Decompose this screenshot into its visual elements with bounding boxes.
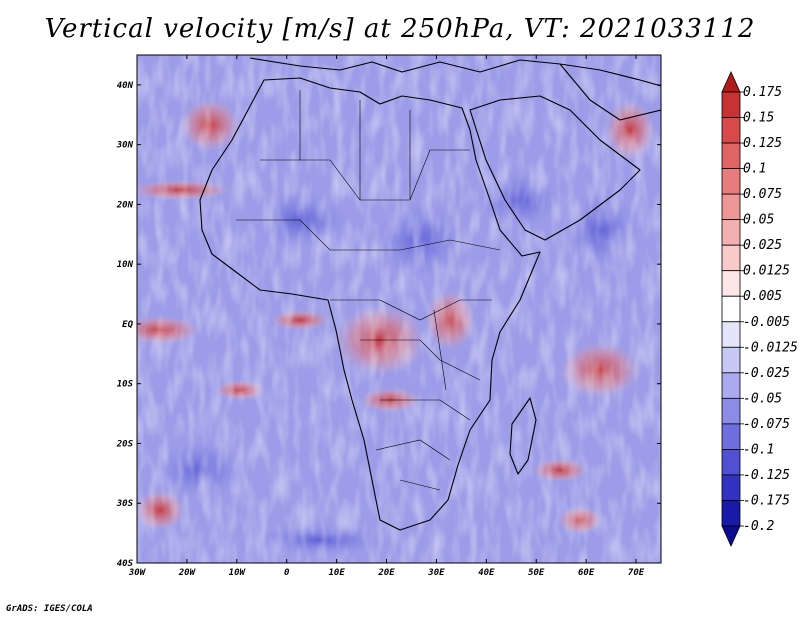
border-line (375, 439, 451, 491)
border-line (260, 149, 470, 201)
asia-coastline (559, 63, 661, 121)
colorbar-label: -0.075 (743, 417, 790, 432)
lat-label: 40S (117, 559, 134, 569)
colorbar-label: 0.025 (743, 238, 782, 253)
lat-label: EQ (122, 320, 133, 330)
colorbar-box (721, 295, 741, 323)
colorbar-box (721, 474, 741, 501)
colorbar-label: -0.2 (743, 519, 774, 534)
colorbar-max-arrow (721, 71, 741, 93)
lat-label: 30S (116, 499, 134, 509)
colorbar-box (721, 142, 741, 169)
map-title: Vertical velocity [m/s] at 250hPa, VT: 2… (44, 14, 756, 44)
colorbar-label: 0.175 (743, 85, 782, 100)
colorbar-label: 0.125 (743, 136, 782, 151)
colorbar-box (721, 500, 741, 527)
border-line (360, 339, 481, 421)
colorbar-label: -0.1 (743, 442, 774, 457)
coastlines (199, 57, 661, 531)
madagascar-coastline (509, 397, 537, 475)
colorbar-box (721, 397, 741, 425)
colorbar-label: -0.005 (743, 315, 790, 330)
map-field (137, 55, 661, 563)
colorbar-box (721, 117, 741, 144)
colorbar-label: -0.125 (743, 468, 790, 483)
colorbar-min-arrow (721, 525, 741, 547)
colorbar-box (721, 270, 741, 297)
europe-coastline (249, 57, 661, 87)
border-line (330, 299, 492, 321)
colorbar-label: 0.05 (743, 213, 774, 228)
border-line (236, 219, 501, 251)
country-borders (236, 90, 501, 491)
lon-label: 10E (328, 568, 345, 578)
colorbar-box (721, 423, 741, 450)
map-frame (136, 54, 662, 564)
lon-label: 50E (528, 568, 545, 578)
lon-label: 0 (284, 568, 290, 578)
colorbar-label: -0.05 (743, 391, 782, 406)
colorbar-box (721, 168, 741, 195)
colorbar-box (721, 193, 741, 221)
lat-label: 40N (117, 81, 134, 91)
lon-label: 70E (628, 568, 645, 578)
colorbar-box (721, 449, 741, 476)
lat-label: 10N (117, 260, 134, 270)
credit-text: GrADS: IGES/COLA (6, 604, 93, 614)
lon-label: 10W (229, 568, 247, 578)
colorbar-label: 0.0125 (743, 264, 790, 279)
lon-label: 30E (427, 568, 445, 578)
border-line (433, 309, 447, 391)
lat-label: 20N (116, 200, 134, 210)
colorbar-label: -0.025 (743, 366, 790, 381)
colorbar-box (721, 244, 741, 272)
colorbar-label: 0.15 (743, 111, 774, 126)
colorbar-label: 0.005 (743, 289, 782, 304)
lat-label: 10S (117, 380, 134, 390)
lon-label: 20E (377, 568, 395, 578)
lat-label: 20S (116, 439, 134, 449)
lon-label: 20W (178, 568, 197, 578)
africa-coastline (199, 77, 541, 531)
colorbar-label: 0.1 (743, 162, 766, 177)
lon-label: 60E (578, 568, 595, 578)
colorbar-label: -0.175 (743, 493, 790, 508)
colorbar-box (721, 321, 741, 348)
lon-label: 30W (128, 568, 147, 578)
colorbar-box (721, 346, 741, 374)
map-texture (137, 55, 661, 563)
colorbar-box (721, 372, 741, 399)
border-line (299, 90, 411, 200)
arabia-coastline (469, 95, 641, 241)
colorbar-label: 0.075 (743, 187, 782, 202)
colorbar: 0.175 0.15 0.125 0.1 0.075 0.05 0.025 0.0125 0.0… (721, 71, 798, 547)
lon-label: 40E (478, 568, 495, 578)
colorbar-label: -0.0125 (743, 340, 798, 355)
colorbar-box (721, 219, 741, 246)
lat-label: 30N (116, 141, 134, 151)
colorbar-box (721, 91, 741, 118)
